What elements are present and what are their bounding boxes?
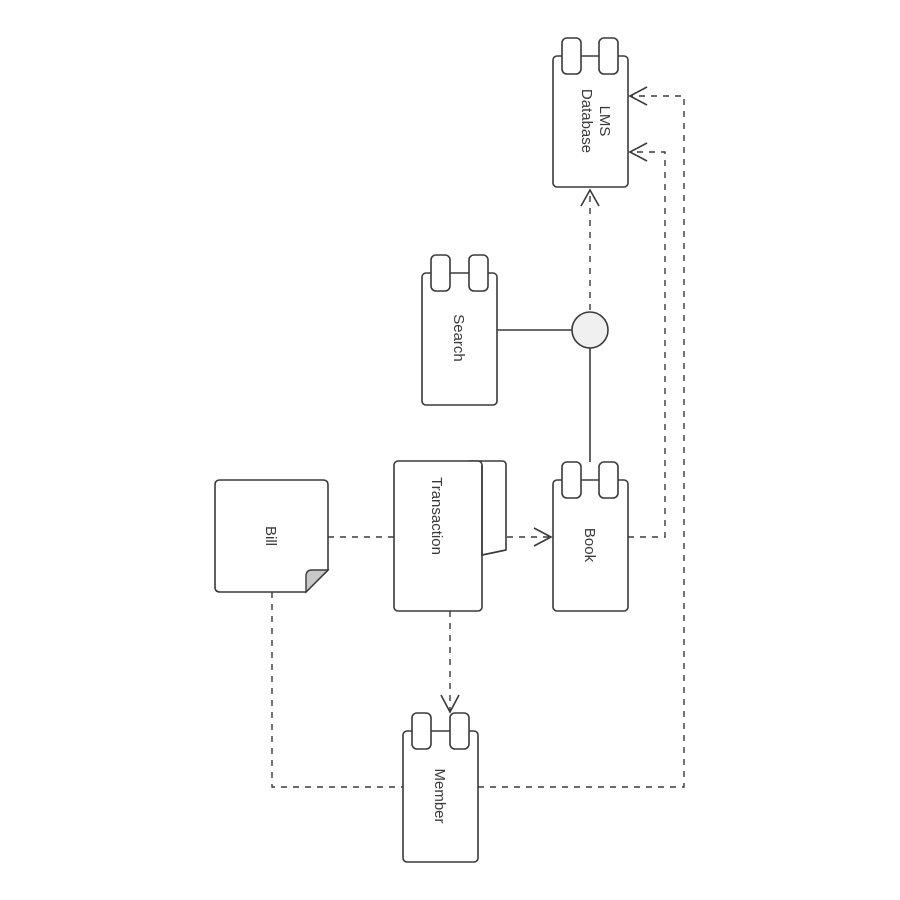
component-tab-icon bbox=[561, 461, 582, 499]
component-tab-icon bbox=[430, 254, 451, 292]
transaction-label: Transaction bbox=[428, 477, 445, 555]
component-tab-icon bbox=[598, 461, 619, 499]
edge-book-to-lms-database bbox=[628, 151, 666, 538]
bill-fold-corner bbox=[305, 569, 330, 594]
arrowhead-member-to-lms-database bbox=[628, 86, 648, 106]
lms-database-label-line2: Database bbox=[578, 89, 595, 153]
component-tab-icon bbox=[468, 254, 489, 292]
arrowhead-transaction-to-member bbox=[440, 694, 460, 714]
transaction-fold-edge bbox=[481, 465, 507, 556]
node-member[interactable]: Member bbox=[402, 712, 479, 863]
component-tab-icon bbox=[598, 37, 619, 75]
lms-database-body bbox=[552, 55, 629, 188]
node-bill[interactable]: Bill bbox=[214, 479, 330, 594]
bill-label: Bill bbox=[262, 526, 279, 546]
interface-circle[interactable] bbox=[571, 311, 609, 349]
edge-member-to-lms-database bbox=[478, 95, 685, 788]
search-body bbox=[421, 272, 498, 406]
book-body bbox=[552, 479, 629, 612]
component-tab-icon bbox=[561, 37, 582, 75]
member-label: Member bbox=[431, 768, 448, 823]
lms-database-label-line1: LMS bbox=[596, 106, 613, 137]
component-tab-icon bbox=[411, 712, 432, 750]
edge-bill-to-member bbox=[271, 592, 403, 788]
book-label: Book bbox=[581, 528, 598, 563]
arrowhead-transaction-to-book bbox=[533, 527, 553, 547]
bill-body bbox=[214, 479, 329, 593]
node-lms-database[interactable]: LMS Database bbox=[552, 37, 629, 188]
arrowhead-book-to-lms-database bbox=[628, 142, 648, 162]
search-label: Search bbox=[450, 314, 467, 362]
member-body bbox=[402, 730, 479, 863]
node-transaction[interactable]: Transaction bbox=[393, 460, 507, 612]
component-tab-icon bbox=[449, 712, 470, 750]
node-book[interactable]: Book bbox=[552, 461, 629, 612]
node-search[interactable]: Search bbox=[421, 254, 498, 406]
arrowhead-interface-to-lms-database bbox=[580, 188, 600, 207]
